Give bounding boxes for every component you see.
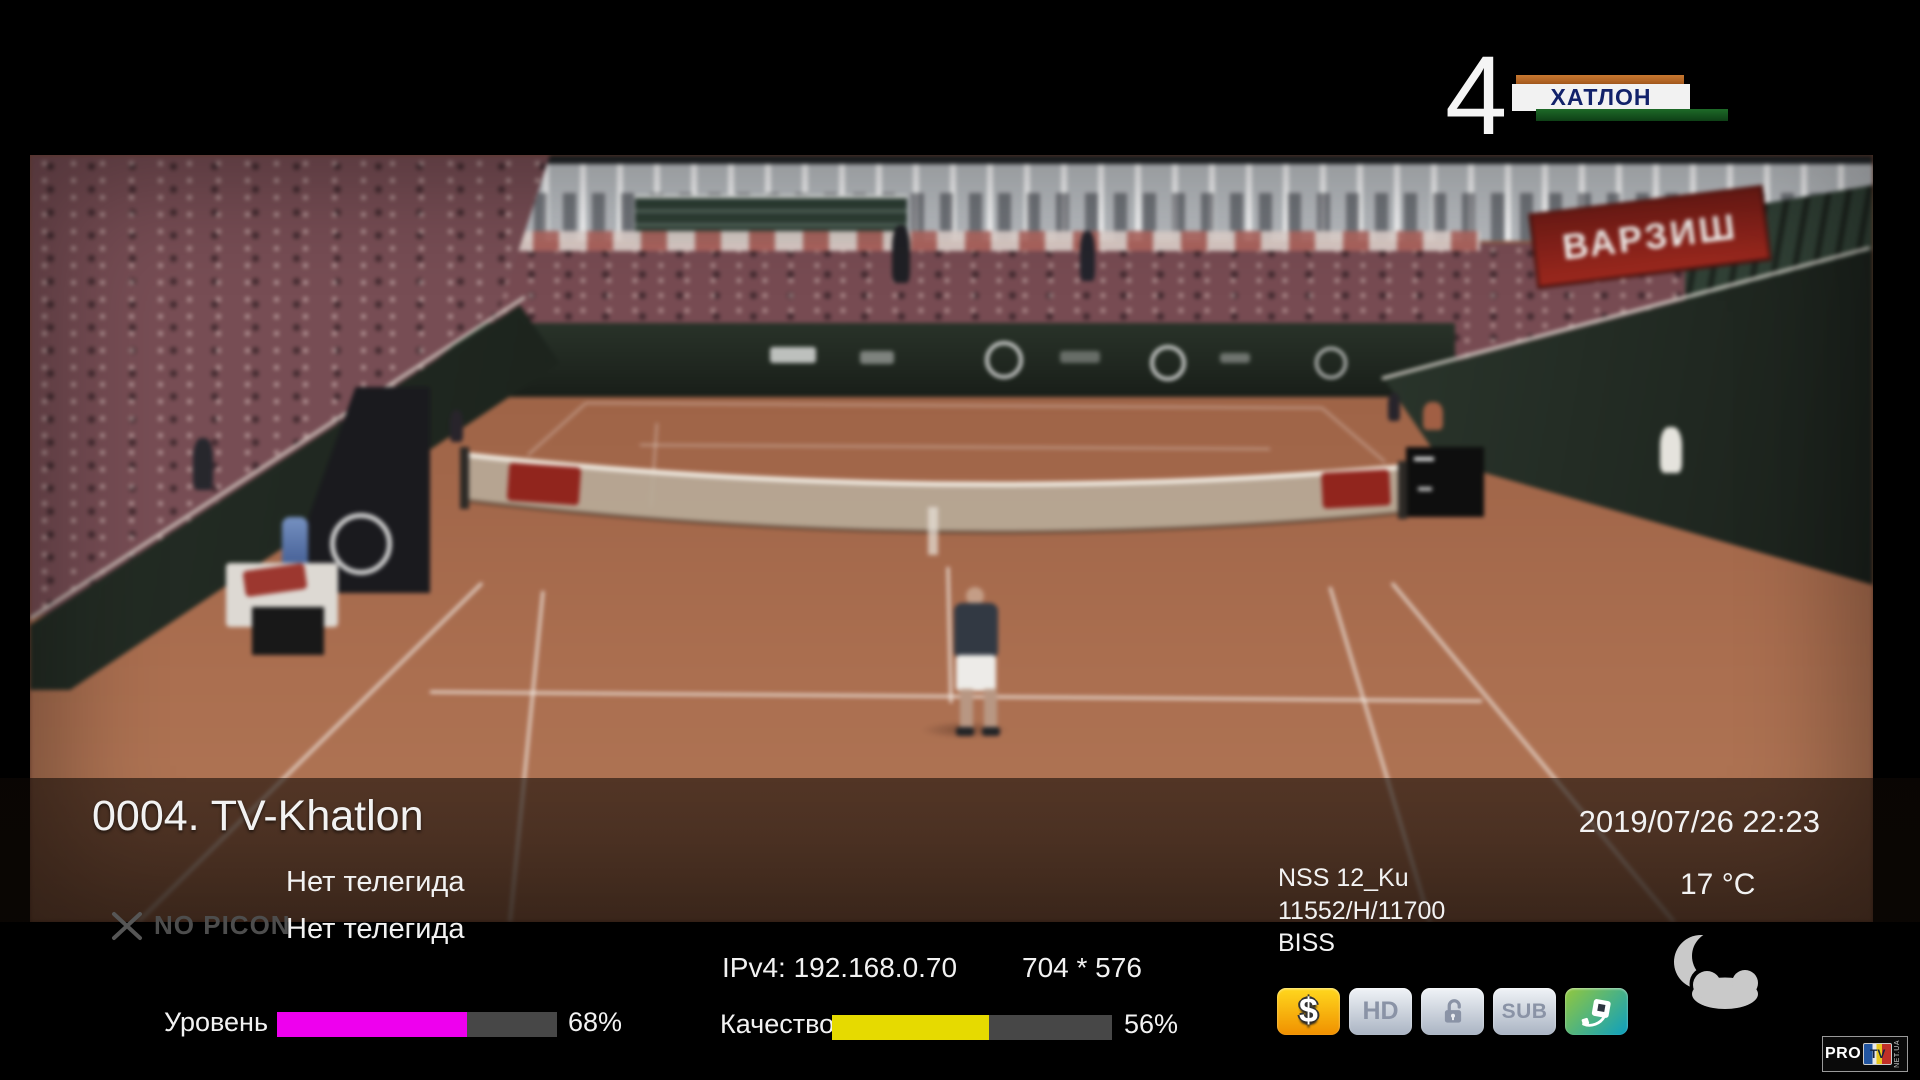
card-reader-icon xyxy=(1581,998,1611,1027)
net xyxy=(468,455,1402,533)
grandstand-railing xyxy=(425,231,1480,251)
protv-watermark: PRO TV NET.UA xyxy=(1822,1036,1908,1072)
signal-level-bar-fill xyxy=(277,1012,468,1037)
net-sponsor-patch xyxy=(1321,469,1391,509)
ballkid xyxy=(450,410,463,442)
satellite-name: NSS 12_Ku xyxy=(1278,864,1409,892)
no-picon: NO PICON xyxy=(108,904,308,948)
protv-netua-text: NET.UA xyxy=(1894,1040,1902,1068)
signal-level-label: Уровень xyxy=(164,1007,269,1037)
sponsor-logo xyxy=(1150,345,1186,381)
signal-quality-bar-fill xyxy=(832,1015,989,1040)
far-person xyxy=(892,225,910,283)
signal-level-percent: 68% xyxy=(568,1007,623,1037)
sponsor-logo xyxy=(1315,347,1347,379)
sponsor-logo xyxy=(860,351,894,364)
datetime: 2019/07/26 22:23 xyxy=(1578,804,1820,839)
net-center-strap xyxy=(928,507,938,555)
sponsor-ring xyxy=(330,513,392,575)
channel-name: 0004. TV-Khatlon xyxy=(92,792,424,840)
logo-stripe-bottom xyxy=(1536,109,1728,121)
protv-tv-icon: TV xyxy=(1863,1043,1893,1065)
camera-box xyxy=(1406,447,1484,517)
hd-badge: HD xyxy=(1349,988,1412,1035)
sponsor-logo xyxy=(1060,351,1100,363)
sponsor-boards xyxy=(425,323,1455,397)
subtitles-badge: SUB xyxy=(1493,988,1556,1035)
epg-next: Нет телегида xyxy=(286,913,465,945)
sponsor-logo xyxy=(985,341,1023,379)
cooler xyxy=(282,517,308,569)
channel-number: 4 xyxy=(1445,33,1508,158)
sponsor-logo xyxy=(1220,353,1250,363)
ballkid xyxy=(1388,393,1400,421)
ballkid xyxy=(1423,402,1443,430)
transponder: 11552/H/11700 xyxy=(1278,897,1446,925)
net-sponsor-patch xyxy=(507,462,581,506)
equipment-box xyxy=(252,607,324,655)
pavilion-roof xyxy=(358,155,1873,164)
moon-cloud-icon xyxy=(1674,931,1762,1012)
info-bar: 0004. TV-Khatlon 2019/07/26 22:23 Нет те… xyxy=(0,778,1920,1080)
lock-icon xyxy=(1444,998,1461,1023)
sponsor-logo xyxy=(770,347,816,363)
far-person xyxy=(1080,231,1095,281)
video-resolution: 704 * 576 xyxy=(1022,952,1142,983)
channel-logo: ХАТЛОН xyxy=(1508,70,1738,128)
signal-quality-percent: 56% xyxy=(1124,1009,1179,1039)
encryption: BISS xyxy=(1278,929,1335,957)
lock-badge xyxy=(1421,988,1484,1035)
protv-pro-text: PRO xyxy=(1825,1045,1862,1062)
line-judge xyxy=(193,438,213,490)
epg-now: Нет телегида xyxy=(286,866,465,898)
temperature: 17 °C xyxy=(1680,868,1756,901)
tennis-scene: ВАРЗИШ xyxy=(30,155,1873,922)
video-frame: ВАРЗИШ xyxy=(30,155,1873,922)
no-picon-label: NO PICON xyxy=(154,910,291,940)
signal-quality-bar xyxy=(832,1015,1112,1040)
player xyxy=(966,587,984,605)
card-reader-badge xyxy=(1565,988,1628,1035)
no-picon-x-icon xyxy=(112,912,142,940)
status-badges: $ HD SUB xyxy=(1277,988,1628,1035)
ipv4-address: IPv4: 192.168.0.70 xyxy=(722,952,958,983)
scrambled-badge: $ xyxy=(1277,988,1340,1035)
court-lines xyxy=(136,402,1676,922)
line-judge xyxy=(1660,427,1682,473)
channel-logo-text: ХАТЛОН xyxy=(1550,84,1652,110)
signal-level-bar xyxy=(277,1012,557,1037)
signal-quality-label: Качество xyxy=(720,1009,835,1039)
